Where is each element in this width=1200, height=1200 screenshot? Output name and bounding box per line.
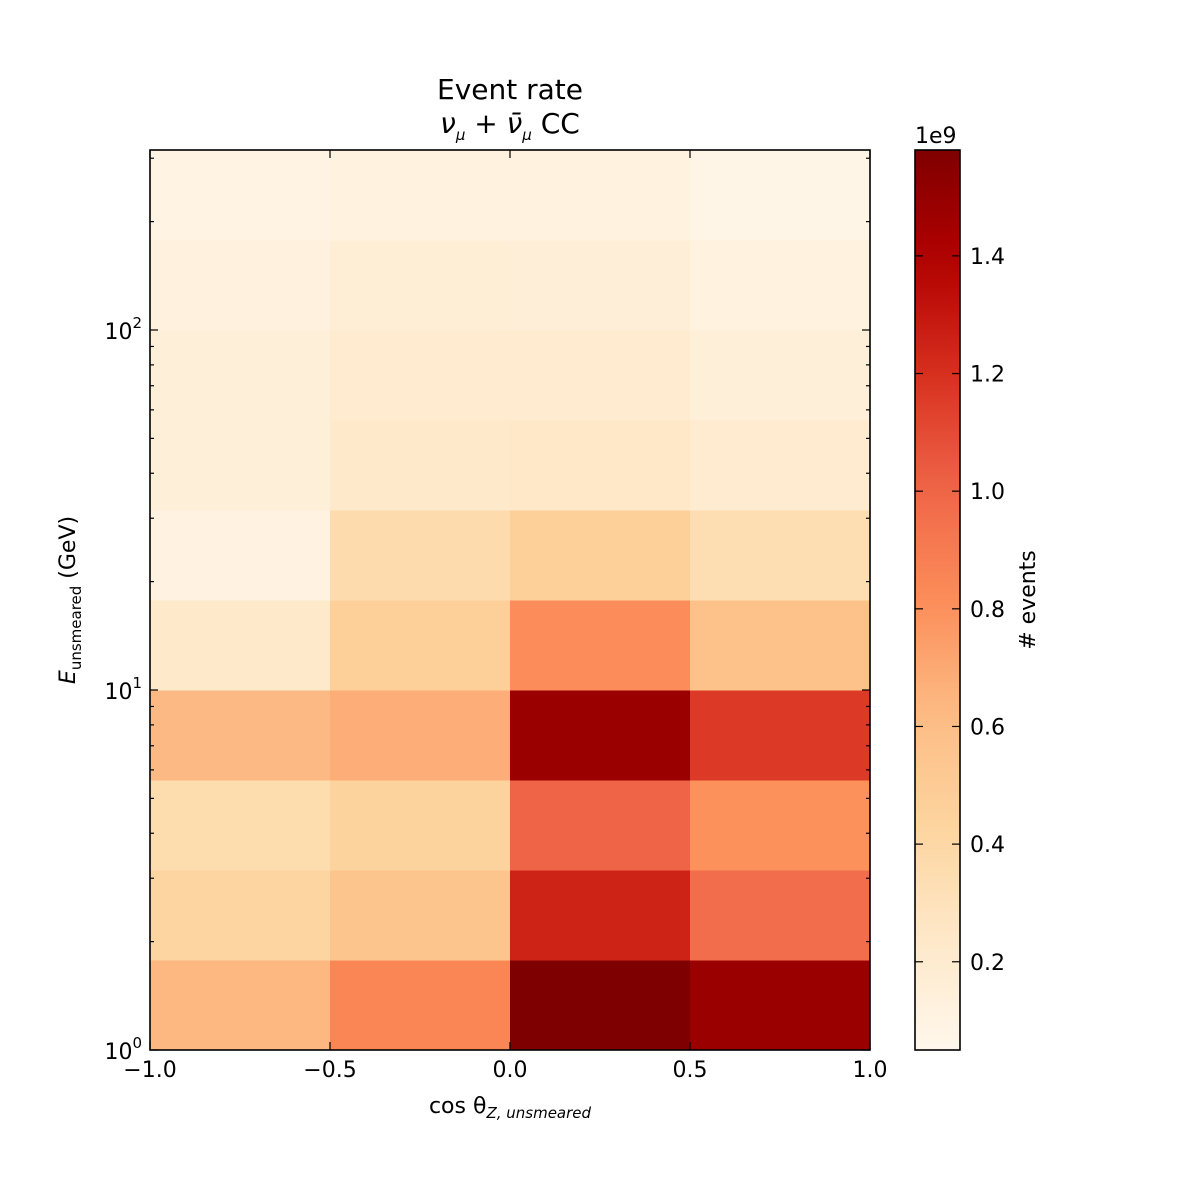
heatmap-cell [150,420,331,511]
x-tick-label: 1.0 [853,1058,888,1083]
heatmap-cell [510,510,691,601]
heatmap-cell [510,150,691,241]
heatmap-cell [150,870,331,961]
x-tick-label: 0.5 [673,1058,708,1083]
heatmap-cell [690,870,871,961]
colorbar-tick-label: 1.4 [970,245,1005,270]
heatmap-cell [150,960,331,1051]
y-tick-label: 101 [104,674,142,705]
heatmap-cell [510,689,691,781]
y-tick-label: 100 [104,1034,142,1065]
heatmap-cell [150,780,331,871]
heatmap-cell [690,510,871,601]
heatmap-cell [150,329,331,421]
heatmap-cell [690,150,871,241]
colorbar-tick-label: 0.4 [970,833,1005,858]
colorbar-tick-label: 0.6 [970,715,1005,740]
heatmap-cell [150,600,331,691]
colorbar-tick-label: 1.2 [970,363,1005,388]
heatmap-cell [330,780,511,871]
heatmap-cell [510,240,691,331]
colorbar-ticks: 0.2 0.4 0.6 0.8 1.0 1.2 1.4 [915,245,1005,976]
heatmap-cell [510,780,691,871]
colorbar-label: # events [1016,550,1041,650]
colorbar-offset-text: 1e9 [915,124,957,149]
heatmap-cell [330,600,511,691]
heatmap-cells [150,150,871,1051]
x-axis-label: cos θZ, unsmeared [429,1094,592,1122]
heatmap-cell [690,689,871,781]
y-axis-label: Eunsmeared (GeV) [56,516,85,684]
heatmap-cell [690,960,871,1051]
heatmap-cell [330,240,511,331]
chart-title: Event rate [437,73,583,106]
heatmap-cell [330,689,511,781]
heatmap-cell [330,510,511,601]
heatmap-cell [510,600,691,691]
x-tick-labels: −1.0 −0.5 0.0 0.5 1.0 [123,1058,887,1083]
heatmap-cell [690,329,871,421]
colorbar-tick-label: 0.8 [970,598,1005,623]
heatmap-cell [150,510,331,601]
heatmap-cell [690,240,871,331]
heatmap-cell [330,329,511,421]
colorbar [914,149,961,1051]
heatmap-cell [150,689,331,781]
heatmap-cell [690,420,871,511]
colorbar-tick-label: 1.0 [970,480,1005,505]
heatmap-cell [690,780,871,871]
heatmap-cell [510,870,691,961]
heatmap-cell [510,420,691,511]
chart-subtitle: νμ + ν̄μ CC [440,107,580,144]
heatmap-cell [510,329,691,421]
heatmap-cell [330,870,511,961]
x-tick-label: 0.0 [493,1058,528,1083]
heatmap-cell [150,240,331,331]
y-tick-label: 102 [104,314,142,345]
heatmap-cell [330,960,511,1051]
heatmap-cell [330,150,511,241]
heatmap-cell [690,600,871,691]
x-tick-label: −0.5 [303,1058,356,1083]
heatmap-cell [510,960,691,1051]
colorbar-tick-label: 0.2 [970,951,1005,976]
heatmap-cell [150,150,331,241]
heatmap-cell [330,420,511,511]
x-tick-label: −1.0 [123,1058,176,1083]
y-tick-labels: 100 101 102 [104,314,142,1065]
plot-frame [149,149,871,1051]
